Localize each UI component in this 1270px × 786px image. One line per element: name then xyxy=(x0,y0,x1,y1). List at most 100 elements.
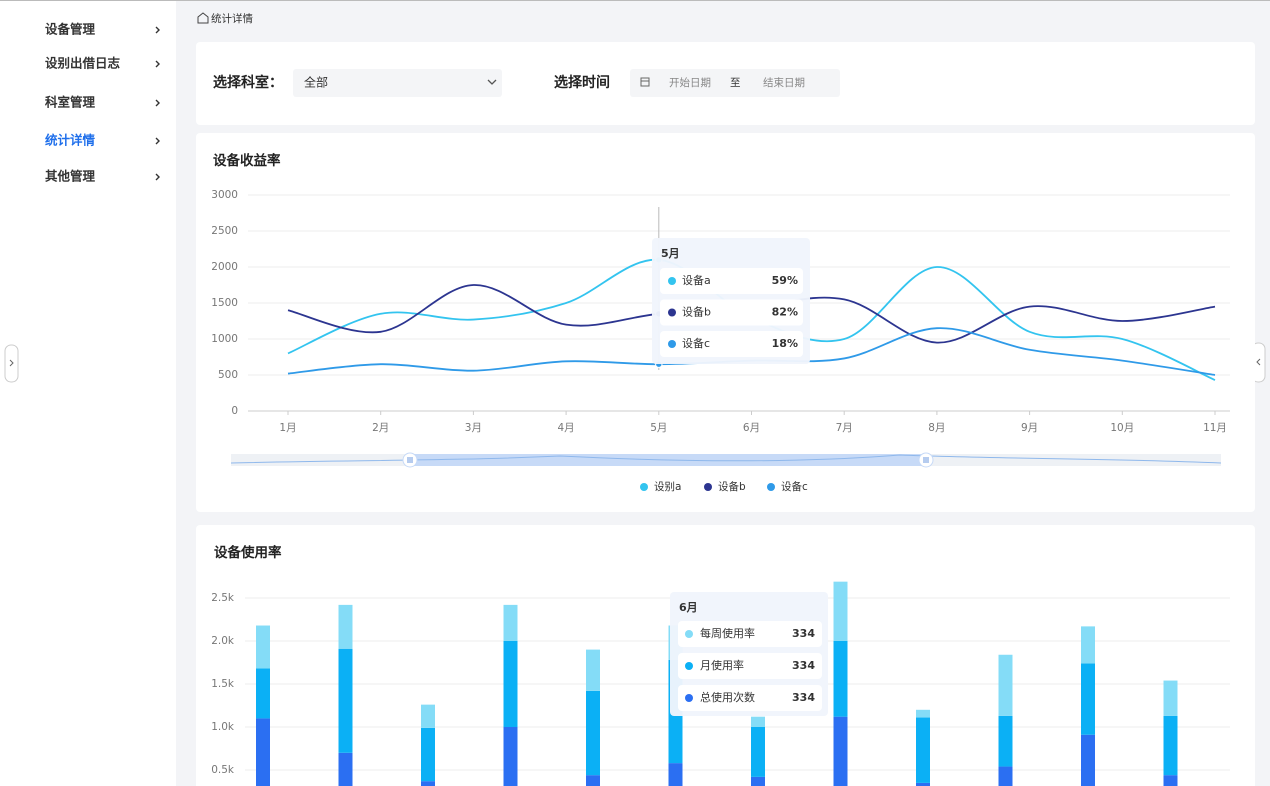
bar-segment xyxy=(668,763,683,786)
tooltip-dot xyxy=(668,340,676,348)
bar-segment xyxy=(916,709,930,718)
tooltip-dot xyxy=(668,277,676,285)
tooltip-name: 总使用次数 xyxy=(700,690,755,704)
bar-segment xyxy=(833,581,848,641)
tooltip-dot xyxy=(685,694,693,702)
menu-item[interactable]: 设备管理 xyxy=(45,22,96,37)
x-tick-label: 3月 xyxy=(465,422,482,434)
x-tick-label: 1月 xyxy=(279,422,296,434)
bar-segment xyxy=(256,625,270,669)
bar-segment xyxy=(998,715,1013,767)
x-tick-label: 2月 xyxy=(372,422,389,434)
bar-segment xyxy=(1081,663,1095,735)
tooltip-dot xyxy=(668,308,676,317)
bar-segment xyxy=(1081,734,1095,786)
bar-segment xyxy=(586,775,600,786)
bar-segment xyxy=(503,641,518,727)
bar-segment xyxy=(421,727,435,782)
bar-segment xyxy=(586,649,600,691)
tooltip-dot xyxy=(685,630,693,638)
bar-segment xyxy=(1163,715,1178,776)
bar-segment xyxy=(998,654,1013,716)
bar-segment xyxy=(503,604,518,641)
chevrons xyxy=(155,26,160,181)
menu-item[interactable]: 其他管理 xyxy=(45,169,96,184)
data-zoom[interactable] xyxy=(230,452,1222,468)
bar-segment xyxy=(1081,626,1095,664)
tooltip-value: 334 xyxy=(792,691,815,704)
chart-title: 设备使用率 xyxy=(214,544,282,561)
bar-segment xyxy=(751,716,765,727)
tooltip-name: 设备a xyxy=(682,273,711,287)
bar-segment xyxy=(751,776,765,786)
menu-item[interactable]: 科室管理 xyxy=(45,95,96,110)
bar-segment xyxy=(998,766,1013,786)
x-tick-label: 6月 xyxy=(743,422,760,434)
x-tick-label: 11月 xyxy=(1203,422,1227,434)
collapse-left[interactable] xyxy=(4,344,19,383)
legend-dot xyxy=(704,483,712,491)
y-tick-label: 1500 xyxy=(211,297,238,309)
date-range[interactable]: 开始日期 至 结束日期 xyxy=(630,69,840,97)
tooltip-row xyxy=(660,331,803,357)
bar-segment xyxy=(1163,680,1178,716)
y-tick-label: 2.0k xyxy=(211,635,235,647)
y-tick-label: 2.5k xyxy=(211,592,235,604)
legend-label: 设别a xyxy=(654,481,681,493)
y-tick-label: 3000 xyxy=(211,189,238,201)
legend: 设别a 设备b 设备c xyxy=(640,480,808,493)
x-tick-label: 8月 xyxy=(928,422,945,434)
grid: 0 500 1000 1500 2000 2500 3000 1月 2月 3月 4月 5月 6月 7月 8月… xyxy=(211,189,1230,434)
breadcrumb[interactable]: 统计详情 xyxy=(211,12,253,25)
tooltip-value: 334 xyxy=(792,627,815,640)
tooltip-row xyxy=(678,653,822,679)
tooltip-row xyxy=(678,685,822,711)
tooltip-title: 6月 xyxy=(679,601,698,614)
tooltip-title: 5月 xyxy=(661,247,680,260)
menu-item[interactable]: 统计详情 xyxy=(45,133,96,148)
y-tick-label: 0.5k xyxy=(211,764,235,776)
bar-segment xyxy=(833,716,848,786)
y-tick-label: 500 xyxy=(218,369,238,381)
bar-segment xyxy=(421,704,435,728)
sidebar xyxy=(0,1,176,786)
tooltip-name: 设备c xyxy=(682,336,710,350)
y-tick-label: 2000 xyxy=(211,261,238,273)
tooltip-name: 设备b xyxy=(682,305,711,319)
y-tick-label: 1.5k xyxy=(211,678,235,690)
x-tick-label: 5月 xyxy=(650,422,667,434)
filter-label: 选择时间 xyxy=(554,74,610,91)
bar-segment xyxy=(256,718,270,786)
tooltip-dot xyxy=(685,662,693,670)
y-tick-label: 1000 xyxy=(211,333,238,345)
tooltip-name: 每周使用率 xyxy=(700,626,755,640)
tooltip-value: 82% xyxy=(772,306,798,319)
bar-segment xyxy=(338,648,353,753)
bar-segment xyxy=(586,690,600,776)
bar-segment xyxy=(833,641,848,717)
x-tick-label: 7月 xyxy=(836,422,853,434)
legend-label: 设备c xyxy=(781,480,808,493)
tooltip-name: 月使用率 xyxy=(700,658,744,672)
bar-segment xyxy=(338,604,353,649)
x-tick-label: 10月 xyxy=(1110,422,1134,434)
y-tick-label: 2500 xyxy=(211,225,238,237)
bar-segment xyxy=(1163,775,1178,786)
home-icon xyxy=(197,12,209,24)
legend-dot xyxy=(640,483,648,491)
tooltip-value: 334 xyxy=(792,659,815,672)
bar-segment xyxy=(503,727,518,786)
department-select[interactable]: 全部 xyxy=(293,69,502,97)
menu-item[interactable]: 设别出借日志 xyxy=(45,56,121,71)
legend-dot xyxy=(767,483,775,491)
collapse-right[interactable] xyxy=(1251,342,1266,383)
date-separator: 至 xyxy=(730,77,741,89)
bar-segment xyxy=(916,782,930,786)
chart-title: 设备收益率 xyxy=(213,152,281,169)
filter-label: 选择科室： xyxy=(213,74,283,91)
legend-label: 设备b xyxy=(718,480,746,493)
